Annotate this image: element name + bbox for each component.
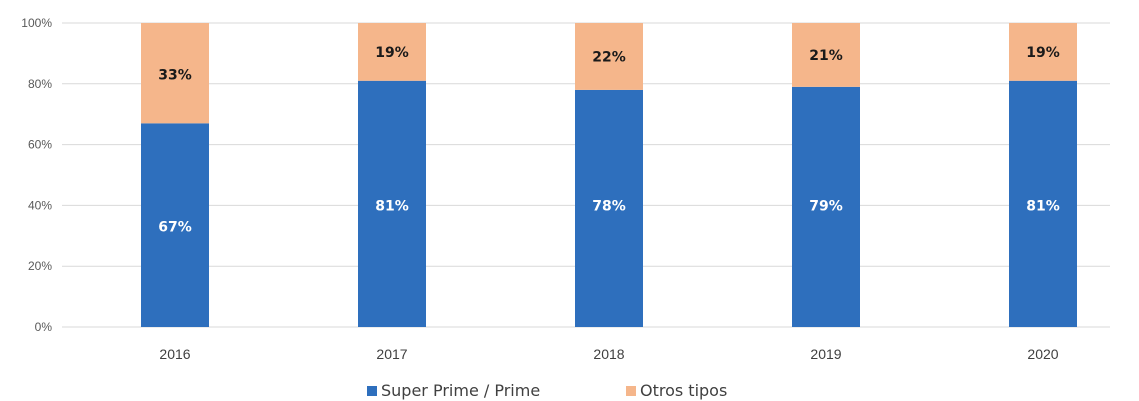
data-label: 33%	[158, 68, 192, 84]
bar-segment-super-prime-prime	[358, 80, 426, 327]
x-tick-label: 2018	[593, 346, 624, 362]
legend: Super Prime / Prime Otros tipos	[367, 381, 727, 400]
bar-segment-super-prime-prime	[792, 86, 860, 327]
data-label: 81%	[1026, 198, 1060, 214]
data-label: 67%	[158, 220, 192, 236]
y-tick-label: 60%	[28, 138, 52, 152]
bar-segment-super-prime-prime	[141, 123, 209, 327]
y-tick-label: 0%	[35, 320, 53, 334]
bar-segment-otros-tipos	[575, 23, 643, 90]
data-label: 21%	[809, 48, 843, 64]
data-label: 79%	[809, 198, 843, 214]
x-tick-label: 2017	[376, 346, 407, 362]
y-tick-label: 80%	[28, 77, 52, 91]
x-tick-label: 2019	[810, 346, 841, 362]
x-tick-label: 2016	[159, 346, 190, 362]
bar-segment-otros-tipos	[1009, 23, 1077, 81]
data-labels: 67% 33% 81% 19% 78% 22% 79% 21% 81% 19%	[158, 45, 1060, 236]
legend-label: Otros tipos	[640, 381, 727, 400]
y-tick-label: 40%	[28, 198, 52, 212]
x-tick-label: 2020	[1027, 346, 1058, 362]
data-label: 19%	[375, 45, 409, 61]
data-label: 81%	[375, 198, 409, 214]
y-tick-label: 100%	[21, 16, 52, 30]
y-axis-ticks: 0% 20% 40% 60% 80% 100%	[21, 16, 52, 334]
data-label: 19%	[1026, 45, 1060, 61]
bar-segment-otros-tipos	[792, 23, 860, 87]
y-tick-label: 20%	[28, 259, 52, 273]
bar-segment-otros-tipos	[358, 23, 426, 81]
data-label: 22%	[592, 49, 626, 65]
bar-segment-otros-tipos	[141, 23, 209, 124]
bars	[141, 23, 1077, 327]
legend-swatch	[367, 386, 377, 396]
x-axis-ticks: 2016 2017 2018 2019 2020	[159, 346, 1058, 362]
data-label: 78%	[592, 198, 626, 214]
bar-segment-super-prime-prime	[575, 89, 643, 327]
legend-swatch	[626, 386, 636, 396]
bar-segment-super-prime-prime	[1009, 80, 1077, 327]
legend-label: Super Prime / Prime	[381, 381, 540, 400]
